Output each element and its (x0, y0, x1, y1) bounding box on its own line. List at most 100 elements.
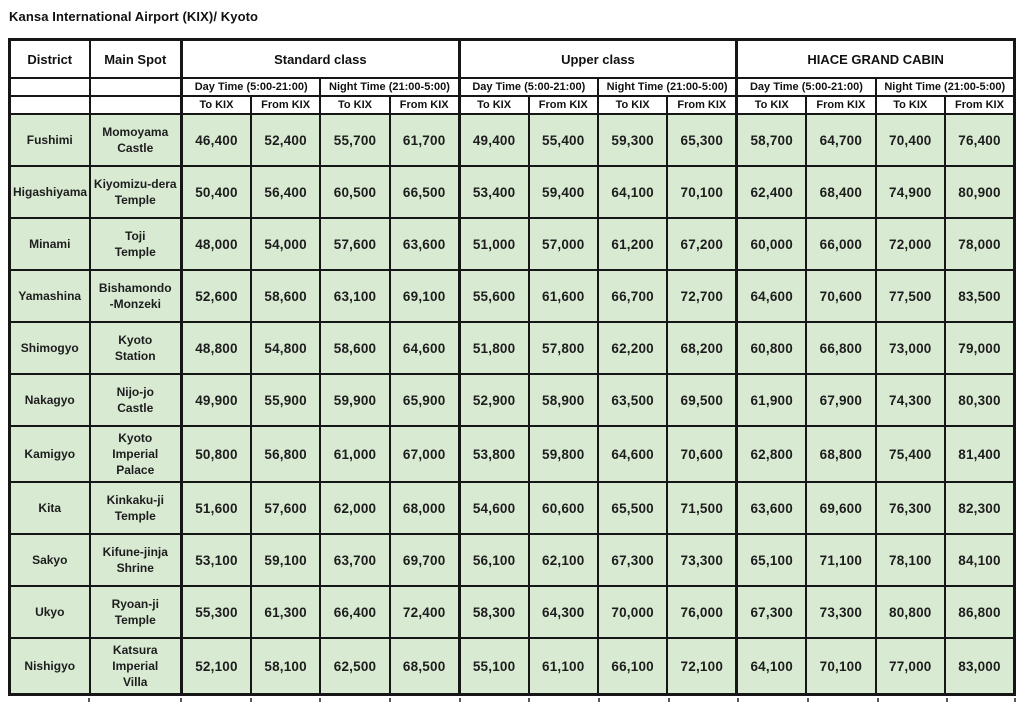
empty-header-cell (8, 77, 91, 97)
fare-cell: 51,000 (457, 217, 530, 271)
fare-cell: 78,000 (943, 217, 1016, 271)
fare-cell: 80,800 (874, 585, 946, 639)
direction-header-to: To KIX (319, 95, 391, 115)
fare-cell: 60,500 (319, 165, 391, 219)
fare-cell: 66,000 (805, 217, 877, 271)
fare-cell: 46,400 (179, 113, 252, 167)
class-header-upper: Upper class (457, 38, 738, 79)
fare-cell: 75,400 (874, 425, 946, 483)
district-cell: Shimogyo (8, 321, 91, 375)
column-border-stub (88, 698, 180, 702)
fare-cell: 73,300 (666, 533, 738, 587)
fare-cell: 48,000 (179, 217, 252, 271)
table-row: Shimogyo Kyoto Station 48,800 54,800 58,60… (8, 321, 1016, 375)
direction-header-to: To KIX (457, 95, 530, 115)
time-header-day: Day Time (5:00-21:00) (457, 77, 599, 97)
fare-cell: 58,700 (735, 113, 808, 167)
fare-cell: 72,700 (666, 269, 738, 323)
fare-cell: 76,400 (943, 113, 1016, 167)
fare-cell: 68,400 (805, 165, 877, 219)
fare-cell: 63,700 (319, 533, 391, 587)
fare-cell: 62,000 (319, 481, 391, 535)
fare-cell: 64,100 (596, 165, 669, 219)
header-row-directions: To KIX From KIX To KIX From KIX To KIX F… (8, 95, 1016, 115)
column-border-stub (319, 698, 389, 702)
column-border-stub (8, 698, 88, 702)
column-border-stub (876, 698, 947, 702)
fare-cell: 72,000 (874, 217, 946, 271)
fare-cell: 55,100 (457, 637, 530, 696)
district-cell: Ukyo (8, 585, 91, 639)
table-row: Nakagyo Nijo-jo Castle 49,900 55,900 59,90… (8, 373, 1016, 427)
direction-header-from: From KIX (943, 95, 1016, 115)
fare-cell: 72,100 (666, 637, 738, 696)
fare-cell: 76,300 (874, 481, 946, 535)
fare-cell: 62,800 (735, 425, 808, 483)
column-border-stub (946, 698, 1016, 702)
fare-cell: 57,800 (527, 321, 599, 375)
district-cell: Kamigyo (8, 425, 91, 483)
table-row: Fushimi Momoyama Castle 46,400 52,400 55,7… (8, 113, 1016, 167)
fare-cell: 50,400 (179, 165, 252, 219)
fare-cell: 68,800 (805, 425, 877, 483)
fare-cell: 58,900 (527, 373, 599, 427)
time-header-night: Night Time (21:00-5:00) (596, 77, 738, 97)
fare-cell: 70,400 (874, 113, 946, 167)
fare-cell: 53,400 (457, 165, 530, 219)
fare-cell: 49,900 (179, 373, 252, 427)
direction-header-from: From KIX (249, 95, 322, 115)
fare-cell: 55,600 (457, 269, 530, 323)
fare-cell: 49,400 (457, 113, 530, 167)
fare-cell: 56,100 (457, 533, 530, 587)
fare-cell: 52,400 (249, 113, 322, 167)
fare-cell: 57,000 (527, 217, 599, 271)
fare-cell: 71,100 (805, 533, 877, 587)
main-spot-cell: Kiyomizu-dera Temple (88, 165, 183, 219)
fare-cell: 64,100 (735, 637, 808, 696)
fare-cell: 57,600 (319, 217, 391, 271)
fare-cell: 80,300 (943, 373, 1016, 427)
fare-cell: 67,000 (388, 425, 461, 483)
table-row: Nishigyo Katsura Imperial Villa 52,100 58… (8, 637, 1016, 696)
column-border-stub (180, 698, 250, 702)
district-header: District (8, 38, 91, 79)
column-border-stub (737, 698, 807, 702)
class-header-hiace: HIACE GRAND CABIN (735, 38, 1016, 79)
fare-cell: 63,100 (319, 269, 391, 323)
main-spot-cell: Kyoto Imperial Palace (88, 425, 183, 483)
fare-cell: 58,600 (249, 269, 322, 323)
fare-cell: 54,000 (249, 217, 322, 271)
fare-cell: 66,500 (388, 165, 461, 219)
fare-cell: 68,200 (666, 321, 738, 375)
fare-cell: 64,600 (388, 321, 461, 375)
fare-cell: 62,400 (735, 165, 808, 219)
time-header-night: Night Time (21:00-5:00) (874, 77, 1016, 97)
district-cell: Minami (8, 217, 91, 271)
fare-cell: 81,400 (943, 425, 1016, 483)
fare-cell: 80,900 (943, 165, 1016, 219)
fare-cell: 56,800 (249, 425, 322, 483)
fare-cell: 61,100 (527, 637, 599, 696)
table-row: Yamashina Bishamondo -Monzeki 52,600 58,6… (8, 269, 1016, 323)
main-spot-cell: Kinkaku-ji Temple (88, 481, 183, 535)
fare-cell: 74,900 (874, 165, 946, 219)
direction-header-to: To KIX (179, 95, 252, 115)
main-spot-cell: Kifune-jinja Shrine (88, 533, 183, 587)
fare-cell: 83,500 (943, 269, 1016, 323)
fare-cell: 86,800 (943, 585, 1016, 639)
fare-cell: 58,300 (457, 585, 530, 639)
fare-cell: 72,400 (388, 585, 461, 639)
direction-header-to: To KIX (596, 95, 669, 115)
fare-cell: 52,100 (179, 637, 252, 696)
fare-cell: 59,400 (527, 165, 599, 219)
main-spot-cell: Bishamondo -Monzeki (88, 269, 183, 323)
table-row: Sakyo Kifune-jinja Shrine 53,100 59,100 63… (8, 533, 1016, 587)
fare-cell: 69,500 (666, 373, 738, 427)
table-row: Ukyo Ryoan-ji Temple 55,300 61,300 66,400 7… (8, 585, 1016, 639)
class-header-standard: Standard class (180, 38, 461, 79)
table-row: Kamigyo Kyoto Imperial Palace 50,800 56,8… (8, 425, 1016, 483)
column-border-stub (528, 698, 598, 702)
fare-cell: 67,200 (666, 217, 738, 271)
fare-cell: 66,400 (319, 585, 391, 639)
